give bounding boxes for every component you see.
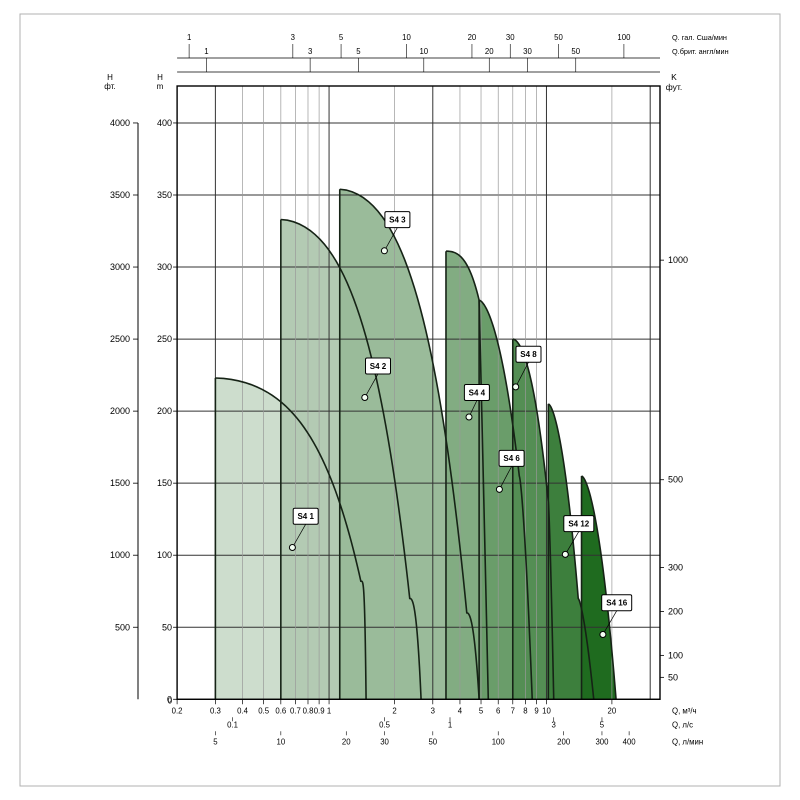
- svg-text:0.9: 0.9: [314, 706, 325, 715]
- svg-text:500: 500: [668, 475, 683, 485]
- svg-text:100: 100: [492, 737, 506, 746]
- svg-text:0: 0: [168, 696, 173, 705]
- svg-text:100: 100: [157, 550, 172, 560]
- svg-text:2500: 2500: [110, 334, 130, 344]
- svg-text:Q, л/с: Q, л/с: [672, 720, 693, 729]
- svg-text:1: 1: [187, 33, 191, 42]
- svg-text:400: 400: [623, 737, 637, 746]
- svg-text:30: 30: [380, 737, 389, 746]
- svg-text:250: 250: [157, 334, 172, 344]
- svg-text:10: 10: [276, 737, 285, 746]
- svg-text:Q, л/мин: Q, л/мин: [672, 737, 703, 746]
- svg-text:0.5: 0.5: [258, 706, 270, 715]
- svg-text:4000: 4000: [110, 118, 130, 128]
- svg-text:Q.брит. англ/мин: Q.брит. англ/мин: [672, 47, 729, 56]
- svg-text:m: m: [157, 82, 164, 91]
- svg-text:20: 20: [608, 706, 617, 715]
- svg-text:9: 9: [534, 706, 538, 715]
- svg-text:6: 6: [496, 706, 500, 715]
- svg-text:1000: 1000: [110, 550, 130, 560]
- svg-text:5: 5: [213, 737, 218, 746]
- svg-text:350: 350: [157, 190, 172, 200]
- svg-text:S4 6: S4 6: [503, 454, 520, 463]
- svg-text:S4 16: S4 16: [606, 599, 627, 608]
- svg-text:30: 30: [506, 33, 515, 42]
- svg-text:S4 8: S4 8: [520, 350, 537, 359]
- svg-text:200: 200: [557, 737, 571, 746]
- svg-text:400: 400: [157, 118, 172, 128]
- svg-text:0.2: 0.2: [172, 706, 183, 715]
- svg-text:50: 50: [428, 737, 437, 746]
- svg-text:5: 5: [479, 706, 484, 715]
- svg-text:20: 20: [342, 737, 351, 746]
- svg-text:0.3: 0.3: [210, 706, 221, 715]
- svg-text:200: 200: [668, 606, 683, 616]
- svg-text:1500: 1500: [110, 478, 130, 488]
- svg-text:1: 1: [204, 47, 208, 56]
- svg-text:100: 100: [617, 33, 631, 42]
- svg-text:Н: Н: [107, 73, 113, 82]
- svg-text:3: 3: [552, 720, 556, 729]
- svg-text:30: 30: [523, 47, 532, 56]
- svg-text:500: 500: [115, 622, 130, 632]
- svg-text:3000: 3000: [110, 262, 130, 272]
- svg-text:10: 10: [419, 47, 428, 56]
- svg-text:5: 5: [600, 720, 605, 729]
- svg-text:0.6: 0.6: [275, 706, 286, 715]
- svg-text:20: 20: [468, 33, 477, 42]
- svg-text:5: 5: [339, 33, 344, 42]
- svg-text:300: 300: [157, 262, 172, 272]
- svg-text:7: 7: [511, 706, 515, 715]
- svg-text:Q, м³/ч: Q, м³/ч: [672, 706, 697, 715]
- svg-text:0.1: 0.1: [227, 720, 238, 729]
- svg-text:1: 1: [327, 706, 331, 715]
- svg-text:150: 150: [157, 478, 172, 488]
- svg-text:10: 10: [542, 706, 551, 715]
- svg-text:100: 100: [668, 650, 683, 660]
- svg-text:200: 200: [157, 406, 172, 416]
- svg-text:10: 10: [402, 33, 411, 42]
- svg-text:5: 5: [356, 47, 361, 56]
- svg-text:0.5: 0.5: [379, 720, 391, 729]
- svg-text:3500: 3500: [110, 190, 130, 200]
- svg-text:0.4: 0.4: [237, 706, 249, 715]
- svg-text:2000: 2000: [110, 406, 130, 416]
- svg-text:H: H: [157, 73, 163, 82]
- svg-text:20: 20: [485, 47, 494, 56]
- svg-text:S4 12: S4 12: [568, 519, 589, 528]
- svg-text:3: 3: [308, 47, 312, 56]
- svg-text:S4 2: S4 2: [370, 362, 387, 371]
- svg-text:4: 4: [458, 706, 463, 715]
- svg-text:Q. гал. Сша/мин: Q. гал. Сша/мин: [672, 33, 727, 42]
- svg-text:S4 3: S4 3: [389, 215, 406, 224]
- svg-text:фут.: фут.: [666, 82, 682, 92]
- svg-text:50: 50: [162, 622, 172, 632]
- svg-text:300: 300: [668, 563, 683, 573]
- svg-text:0.8: 0.8: [303, 706, 314, 715]
- svg-text:2: 2: [392, 706, 396, 715]
- svg-text:1: 1: [448, 720, 452, 729]
- svg-text:1000: 1000: [668, 255, 688, 265]
- svg-text:K: K: [671, 72, 677, 82]
- svg-text:50: 50: [554, 33, 563, 42]
- svg-text:3: 3: [431, 706, 435, 715]
- svg-text:50: 50: [571, 47, 580, 56]
- svg-text:50: 50: [668, 672, 678, 682]
- svg-text:S4 4: S4 4: [469, 388, 486, 397]
- svg-text:8: 8: [523, 706, 527, 715]
- svg-text:3: 3: [291, 33, 295, 42]
- svg-text:S4 1: S4 1: [297, 512, 314, 521]
- svg-text:300: 300: [595, 737, 609, 746]
- svg-text:фт.: фт.: [104, 82, 115, 91]
- svg-text:0.7: 0.7: [290, 706, 301, 715]
